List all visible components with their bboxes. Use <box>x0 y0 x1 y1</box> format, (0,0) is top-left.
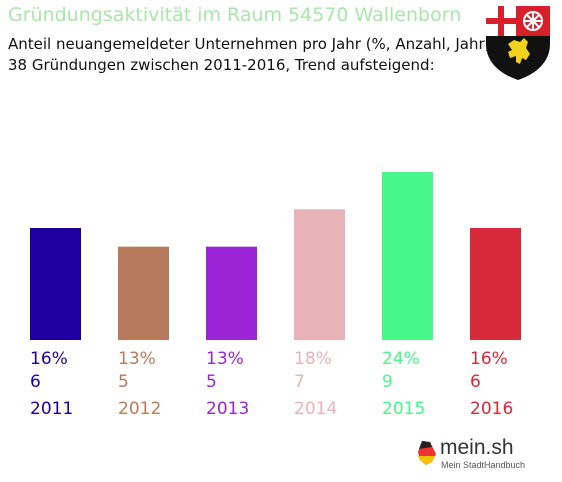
percent-label-2012: 13% <box>118 349 156 369</box>
year-label-2014: 2014 <box>294 399 337 419</box>
percent-label-2015: 24% <box>382 349 420 369</box>
bar-2014 <box>294 209 345 340</box>
mein-sh-logo: mein.sh Mein StadtHandbuch <box>416 436 526 476</box>
lion-icon <box>508 38 530 64</box>
bar-2011 <box>30 228 81 340</box>
logo-tagline: Mein StadtHandbuch <box>441 460 526 470</box>
year-label-2012: 2012 <box>118 399 161 419</box>
count-label-2013: 5 <box>206 372 217 392</box>
percent-label-2016: 16% <box>470 349 508 369</box>
coat-of-arms-icon <box>486 6 550 80</box>
wheel-icon <box>523 11 543 31</box>
count-label-2011: 6 <box>30 372 41 392</box>
bar-2015 <box>382 172 433 340</box>
germany-map-icon <box>418 441 436 465</box>
chart-subtitle: Anteil neuangemeldeter Unternehmen pro J… <box>8 35 491 53</box>
percent-label-2013: 13% <box>206 349 244 369</box>
chart-title: Gründungsaktivität im Raum 54570 Wallenb… <box>8 4 462 26</box>
year-label-2015: 2015 <box>382 399 425 419</box>
percent-label-2014: 18% <box>294 349 332 369</box>
count-label-2014: 7 <box>294 372 305 392</box>
count-label-2016: 6 <box>470 372 481 392</box>
percent-label-2011: 16% <box>30 349 68 369</box>
year-label-2016: 2016 <box>470 399 513 419</box>
bar-2016 <box>470 228 521 340</box>
count-label-2015: 9 <box>382 372 393 392</box>
chart-summary: 38 Gründungen zwischen 2011-2016, Trend … <box>8 56 435 74</box>
count-label-2012: 5 <box>118 372 129 392</box>
bar-2012 <box>118 246 169 340</box>
year-label-2013: 2013 <box>206 399 249 419</box>
year-label-2011: 2011 <box>30 399 73 419</box>
bar-2013 <box>206 246 257 340</box>
logo-name: mein.sh <box>440 436 514 459</box>
